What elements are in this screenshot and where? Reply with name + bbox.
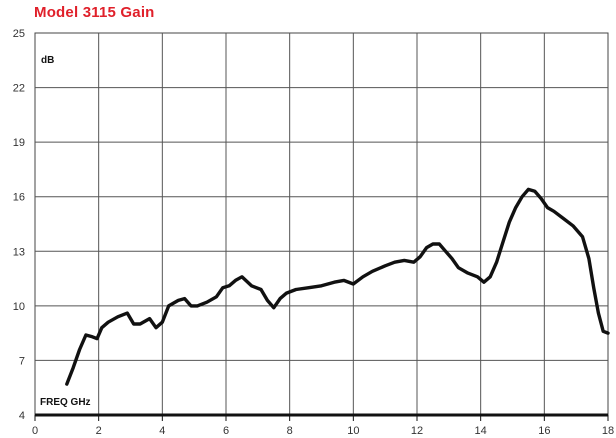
x-tick-label-16: 16 xyxy=(538,425,550,437)
x-tick-label-4: 4 xyxy=(159,425,165,437)
plot-frame xyxy=(34,32,609,416)
gain-series xyxy=(65,187,610,386)
x-tick-label-10: 10 xyxy=(347,425,359,437)
y-tick-label-19: 19 xyxy=(13,137,25,149)
x-axis-label: FREQ GHz xyxy=(40,397,91,408)
x-tick-label-8: 8 xyxy=(287,425,293,437)
x-tick-label-14: 14 xyxy=(475,425,487,437)
gain-line-0 xyxy=(65,187,610,386)
x-tick-label-18: 18 xyxy=(602,425,614,437)
x-tick-label-6: 6 xyxy=(223,425,229,437)
y-tick-label-10: 10 xyxy=(13,301,25,313)
y-tick-label-16: 16 xyxy=(13,192,25,204)
grid-lines xyxy=(35,33,608,415)
x-tick-label-0: 0 xyxy=(32,425,38,437)
y-tick-label-22: 22 xyxy=(13,83,25,95)
x-tick-label-2: 2 xyxy=(96,425,102,437)
x-tick-label-12: 12 xyxy=(411,425,423,437)
y-tick-label-7: 7 xyxy=(19,355,25,367)
y-tick-label-25: 25 xyxy=(13,28,25,40)
tick-labels: 0 2 4 6 8 10 12 14 16 18 4 7 10 13 16 19 22 25 xyxy=(13,28,614,437)
y-tick-label-4: 4 xyxy=(19,410,25,422)
y-tick-label-13: 13 xyxy=(13,246,25,258)
y-axis-label: dB xyxy=(41,55,54,66)
chart-title: Model 3115 Gain xyxy=(34,4,155,21)
